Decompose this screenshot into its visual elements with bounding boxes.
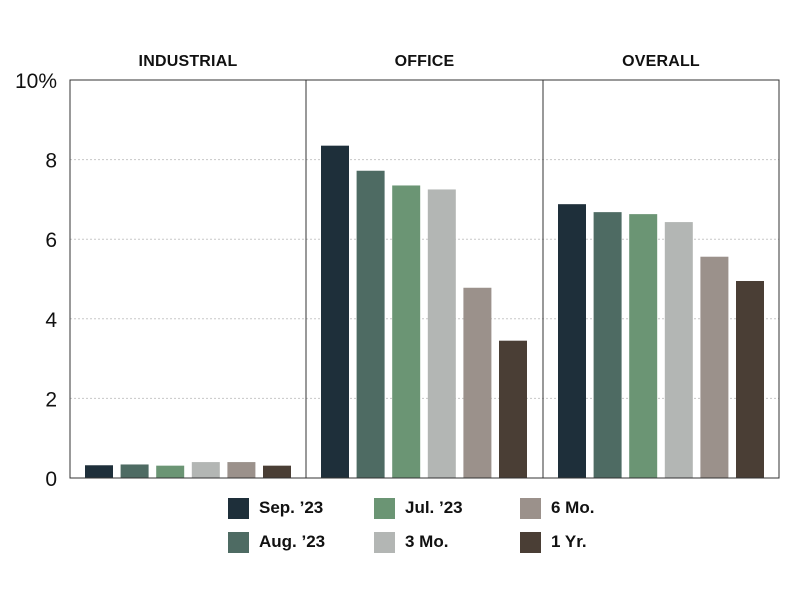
bar-office-5 — [499, 340, 527, 478]
legend-swatch — [374, 531, 395, 553]
legend-item: Sep. ’23 — [228, 495, 374, 521]
bar-office-2 — [392, 185, 421, 478]
bar-industrial-2 — [156, 465, 185, 478]
bar-office-3 — [427, 189, 456, 478]
legend-swatch — [374, 497, 395, 519]
y-tick-label: 10% — [15, 70, 57, 93]
bar-industrial-3 — [191, 462, 220, 478]
y-tick-label: 6 — [45, 229, 57, 252]
bar-industrial-0 — [85, 465, 113, 478]
bar-overall-2 — [629, 214, 658, 478]
bar-office-4 — [463, 287, 492, 478]
bar-office-0 — [321, 145, 349, 479]
bar-overall-3 — [664, 222, 693, 478]
y-tick-label: 0 — [45, 468, 57, 491]
legend-item: 6 Mo. — [520, 495, 648, 521]
bar-office-1 — [356, 170, 385, 478]
bar-overall-1 — [593, 212, 622, 479]
bar-overall-0 — [558, 204, 586, 478]
bars — [85, 145, 764, 479]
bar-overall-5 — [736, 280, 764, 478]
legend-swatch — [520, 531, 541, 553]
bar-industrial-4 — [227, 462, 256, 478]
legend-item: Jul. ’23 — [374, 495, 520, 521]
legend-item: Aug. ’23 — [228, 529, 374, 555]
legend-label: Aug. ’23 — [259, 532, 326, 551]
legend-swatch — [228, 531, 249, 553]
chart-frame — [69, 79, 780, 479]
y-axis-ticks: 0 2 4 6 8 10% — [15, 70, 57, 491]
legend-swatch — [228, 497, 249, 519]
bar-industrial-1 — [120, 464, 149, 478]
legend-item: 1 Yr. — [520, 529, 648, 555]
legend-label: 6 Mo. — [551, 498, 595, 517]
legend: Sep. ’23 Aug. ’23 Jul. ’23 3 Mo. 6 Mo. 1 Yr. — [228, 495, 648, 555]
y-tick-label: 8 — [45, 150, 57, 173]
bar-industrial-5 — [263, 465, 291, 478]
panel-titles: INDUSTRIAL OFFICE OVERALL — [139, 53, 700, 70]
bar-overall-4 — [700, 256, 729, 478]
legend-label: Sep. ’23 — [259, 498, 324, 517]
plot-border — [69, 79, 780, 479]
panel-title-office: OFFICE — [395, 53, 455, 70]
legend-item: 3 Mo. — [374, 529, 520, 555]
legend-label: 1 Yr. — [551, 532, 587, 551]
legend-swatch — [520, 497, 541, 519]
legend-label: Jul. ’23 — [405, 498, 463, 517]
panel-title-industrial: INDUSTRIAL — [139, 53, 238, 70]
y-tick-label: 4 — [45, 309, 57, 332]
panel-title-overall: OVERALL — [622, 53, 700, 70]
legend-label: 3 Mo. — [405, 532, 449, 551]
y-tick-label: 2 — [45, 388, 57, 411]
